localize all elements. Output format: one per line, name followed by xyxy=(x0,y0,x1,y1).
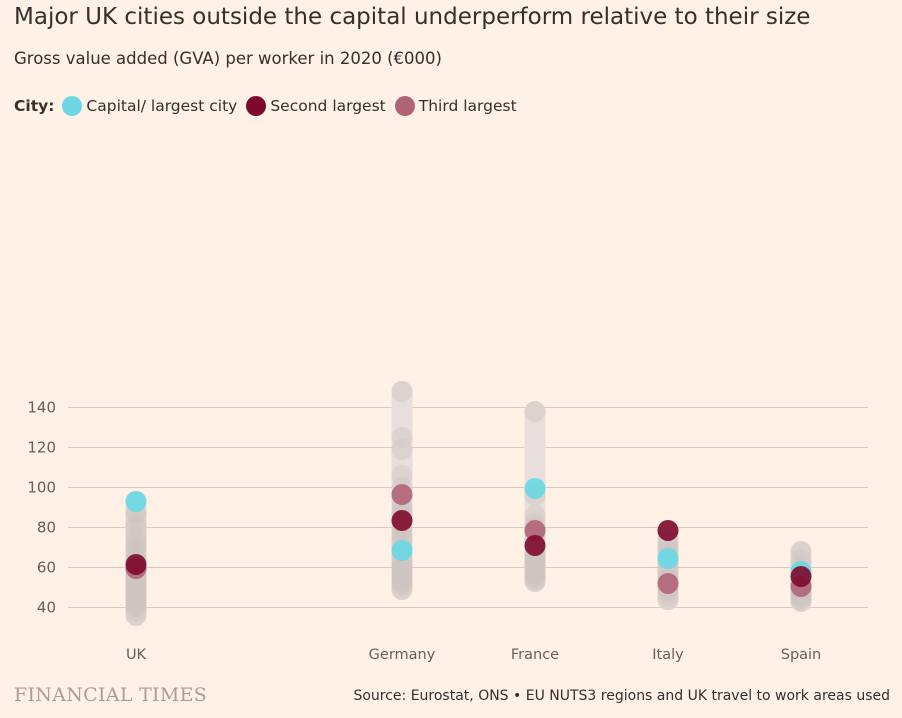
region-dot xyxy=(391,465,413,486)
legend-swatch-capital xyxy=(62,96,83,116)
third-largest-dot xyxy=(657,573,679,594)
region-dot xyxy=(391,565,413,586)
y-tick-label: 60 xyxy=(37,559,56,577)
y-tick-label: 100 xyxy=(27,479,56,497)
region-dot xyxy=(391,561,413,582)
region-dot xyxy=(524,561,546,582)
chart-subtitle: Gross value added (GVA) per worker in 20… xyxy=(14,49,442,68)
x-category-label: Germany xyxy=(369,647,436,663)
region-dot xyxy=(125,595,147,616)
x-category-label: UK xyxy=(126,647,147,663)
region-dot xyxy=(391,567,413,588)
region-dot xyxy=(391,381,413,402)
second-largest-dot xyxy=(657,520,679,541)
capital-dot xyxy=(657,548,679,569)
region-dot xyxy=(125,583,147,604)
region-dot xyxy=(125,593,147,614)
x-category-label: France xyxy=(511,647,559,663)
region-dot xyxy=(125,579,147,600)
legend-item-third: Third largest xyxy=(394,96,517,116)
y-tick-label: 120 xyxy=(27,439,56,457)
region-dot xyxy=(125,585,147,606)
region-dot xyxy=(657,589,679,610)
legend: City: Capital/ largest city Second large… xyxy=(14,96,526,116)
source-note: Source: Eurostat, ONS • EU NUTS3 regions… xyxy=(353,688,890,704)
x-category-label: Italy xyxy=(652,647,684,663)
region-dot xyxy=(391,559,413,580)
region-dot xyxy=(125,525,147,546)
y-tick-label: 140 xyxy=(27,399,56,417)
region-dot xyxy=(790,541,812,562)
region-dot xyxy=(125,597,147,618)
capital-dot xyxy=(524,478,546,499)
legend-item-capital: Capital/ largest city xyxy=(62,96,237,116)
region-dot xyxy=(391,569,413,590)
region-dot xyxy=(125,577,147,598)
region-dot xyxy=(125,529,147,550)
third-largest-dot xyxy=(391,484,413,505)
legend-item-second: Second largest xyxy=(246,96,386,116)
region-dot xyxy=(524,401,546,422)
capital-dot xyxy=(391,540,413,561)
region-dot xyxy=(125,513,147,534)
legend-title: City: xyxy=(14,97,55,115)
y-tick-label: 40 xyxy=(37,599,56,617)
capital-dot xyxy=(125,491,147,512)
region-dot xyxy=(125,537,147,558)
region-dot xyxy=(391,579,413,600)
region-dot xyxy=(524,553,546,574)
third-largest-dot xyxy=(524,520,546,541)
y-tick-label: 80 xyxy=(37,519,56,537)
legend-swatch-second xyxy=(246,96,267,116)
ft-logo: FINANCIAL TIMES xyxy=(14,684,208,706)
region-dot xyxy=(391,439,413,460)
region-dot xyxy=(125,601,147,622)
region-dot xyxy=(391,571,413,592)
region-dot xyxy=(125,575,147,596)
region-dot xyxy=(391,555,413,576)
region-dot xyxy=(524,551,546,572)
region-dot xyxy=(391,525,413,546)
region-dot xyxy=(391,573,413,594)
region-dot xyxy=(524,559,546,580)
region-dot xyxy=(524,569,546,590)
second-largest-dot xyxy=(391,510,413,531)
x-category-label: Spain xyxy=(781,647,822,663)
chart-title: Major UK cities outside the capital unde… xyxy=(14,4,811,30)
region-dot xyxy=(125,581,147,602)
region-dot xyxy=(125,517,147,538)
legend-label-third: Third largest xyxy=(418,97,517,115)
region-dot xyxy=(524,555,546,576)
legend-label-capital: Capital/ largest city xyxy=(86,97,238,115)
region-dot xyxy=(524,505,546,526)
region-dot xyxy=(391,575,413,596)
region-dot xyxy=(524,557,546,578)
region-dot xyxy=(125,591,147,612)
region-dot xyxy=(125,605,147,626)
region-dot xyxy=(524,567,546,588)
region-dot xyxy=(391,563,413,584)
legend-swatch-third xyxy=(394,96,415,116)
region-dot xyxy=(524,571,546,592)
second-largest-dot xyxy=(125,554,147,575)
region-dot xyxy=(790,591,812,612)
second-largest-dot xyxy=(524,535,546,556)
region-dot xyxy=(125,589,147,610)
region-dot xyxy=(524,563,546,584)
legend-label-second: Second largest xyxy=(270,97,386,115)
region-dot xyxy=(125,533,147,554)
region-dot xyxy=(391,427,413,448)
region-dot xyxy=(125,573,147,594)
region-dot xyxy=(391,557,413,578)
region-dot xyxy=(524,565,546,586)
second-largest-dot xyxy=(790,566,812,587)
region-dot xyxy=(125,587,147,608)
